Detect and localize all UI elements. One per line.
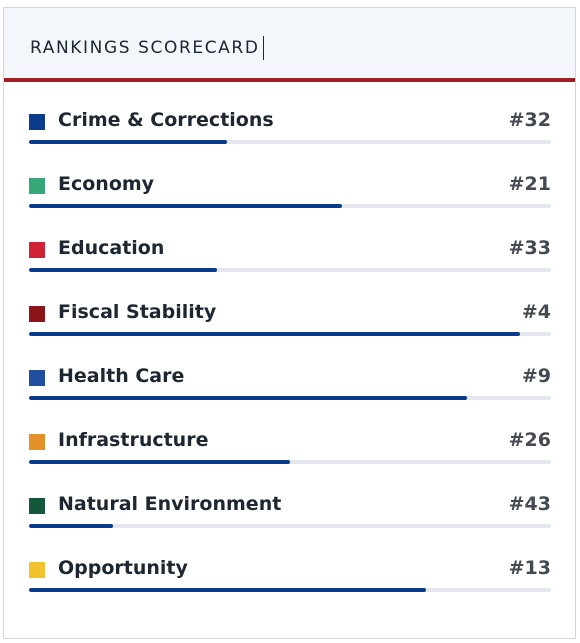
rankings-list: Crime & Corrections #32 Economy #21 Educatio… xyxy=(4,82,575,594)
rank-bar-track xyxy=(29,588,551,592)
category-color-swatch xyxy=(29,306,45,322)
rank-bar-fill xyxy=(29,588,426,592)
rank-bar-track xyxy=(29,204,551,208)
rank-value: #26 xyxy=(508,429,551,451)
category-label: Crime & Corrections xyxy=(58,109,274,131)
rank-bar-fill xyxy=(29,396,468,400)
ranking-row-opportunity[interactable]: Opportunity #13 xyxy=(4,530,575,594)
category-label: Economy xyxy=(58,173,155,195)
category-label: Infrastructure xyxy=(58,429,209,451)
category-color-swatch xyxy=(29,178,45,194)
category-color-swatch xyxy=(29,434,45,450)
category-color-swatch xyxy=(29,370,45,386)
category-label: Education xyxy=(58,237,165,259)
ranking-row-natural-environment[interactable]: Natural Environment #43 xyxy=(4,466,575,530)
rank-bar-fill xyxy=(29,460,290,464)
rankings-scorecard-card: RANKINGS SCORECARD Crime & Corrections #3… xyxy=(3,7,576,639)
rank-bar-fill xyxy=(29,268,217,272)
rank-bar-track xyxy=(29,140,551,144)
rank-bar-track xyxy=(29,460,551,464)
rank-bar-track xyxy=(29,524,551,528)
scorecard-header: RANKINGS SCORECARD xyxy=(4,8,575,82)
category-color-swatch xyxy=(29,242,45,258)
rank-value: #43 xyxy=(508,493,551,515)
category-label: Opportunity xyxy=(58,557,188,579)
scorecard-title-text: RANKINGS SCORECARD xyxy=(30,38,260,58)
rank-value: #4 xyxy=(521,301,551,323)
rank-bar-track xyxy=(29,268,551,272)
ranking-row-education[interactable]: Education #33 xyxy=(4,210,575,274)
rank-bar-fill xyxy=(29,140,228,144)
ranking-row-crime-and-corrections[interactable]: Crime & Corrections #32 xyxy=(4,82,575,146)
rank-bar-fill xyxy=(29,332,520,336)
rank-bar-fill xyxy=(29,204,343,208)
ranking-row-infrastructure[interactable]: Infrastructure #26 xyxy=(4,402,575,466)
ranking-row-economy[interactable]: Economy #21 xyxy=(4,146,575,210)
scorecard-title: RANKINGS SCORECARD xyxy=(30,36,264,60)
rank-bar-track xyxy=(29,332,551,336)
category-label: Health Care xyxy=(58,365,185,387)
rank-bar-track xyxy=(29,396,551,400)
category-label: Fiscal Stability xyxy=(58,301,217,323)
category-color-swatch xyxy=(29,498,45,514)
category-label: Natural Environment xyxy=(58,493,282,515)
category-color-swatch xyxy=(29,562,45,578)
rank-value: #32 xyxy=(508,109,551,131)
category-color-swatch xyxy=(29,114,45,130)
rank-bar-fill xyxy=(29,524,113,528)
rank-value: #13 xyxy=(508,557,551,579)
ranking-row-fiscal-stability[interactable]: Fiscal Stability #4 xyxy=(4,274,575,338)
text-cursor xyxy=(262,36,264,60)
rank-value: #9 xyxy=(521,365,551,387)
rank-value: #21 xyxy=(508,173,551,195)
rank-value: #33 xyxy=(508,237,551,259)
ranking-row-health-care[interactable]: Health Care #9 xyxy=(4,338,575,402)
